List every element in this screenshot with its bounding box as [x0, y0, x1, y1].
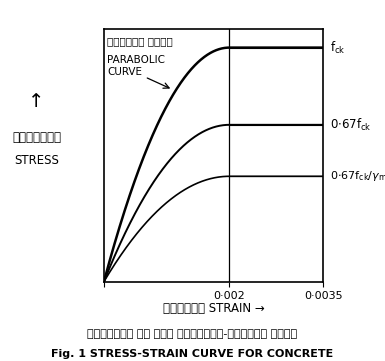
Text: 0$\cdot$67f$_{\rm ck}$/$\gamma_{\rm m}$: 0$\cdot$67f$_{\rm ck}$/$\gamma_{\rm m}$: [330, 169, 385, 183]
Text: f$_{\rm ck}$: f$_{\rm ck}$: [330, 40, 346, 56]
Text: कंक्रीट के लिए प्रतिबल-विकृति वक्र: कंक्रीट के लिए प्रतिबल-विकृति वक्र: [87, 329, 298, 339]
Text: 0$\cdot$67f$_{\rm ck}$: 0$\cdot$67f$_{\rm ck}$: [330, 117, 372, 133]
Text: PARABOLIC
CURVE: PARABOLIC CURVE: [107, 55, 165, 77]
Text: STRESS: STRESS: [14, 154, 59, 167]
Text: ↑: ↑: [28, 92, 45, 110]
Text: प्रतिबल: प्रतिबल: [12, 131, 61, 144]
Text: Fig. 1 STRESS-STRAIN CURVE FOR CONCRETE: Fig. 1 STRESS-STRAIN CURVE FOR CONCRETE: [51, 349, 334, 359]
Text: परवलयी वक्र: परवलयी वक्र: [107, 36, 173, 46]
Text: विकृति STRAIN →: विकृति STRAIN →: [163, 302, 264, 315]
